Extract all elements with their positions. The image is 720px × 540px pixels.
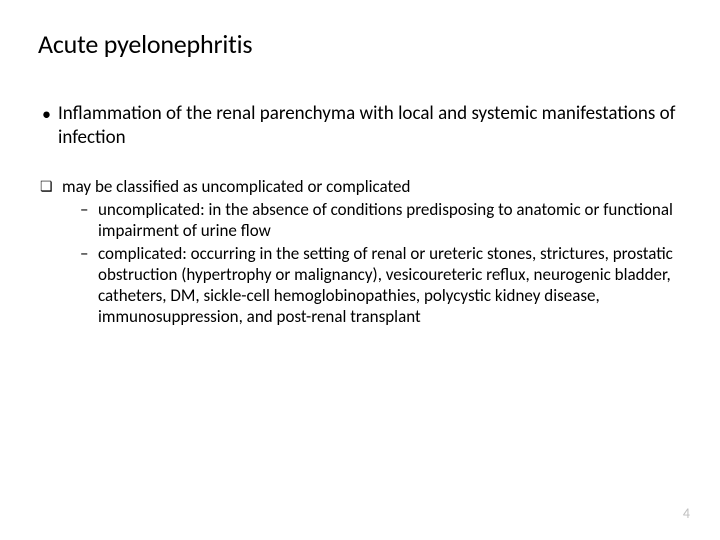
bullet-item: • Inflammation of the renal parenchyma w… (38, 102, 682, 150)
dash-item: – complicated: occurring in the setting … (38, 243, 682, 327)
bullet-icon: • (38, 102, 58, 126)
slide-title: Acute pyelonephritis (38, 28, 682, 60)
dash-text: complicated: occurring in the setting of… (98, 243, 682, 327)
square-bullet-icon: ❏ (40, 176, 62, 197)
bullet-text: Inflammation of the renal parenchyma wit… (58, 102, 682, 150)
dash-icon: – (80, 243, 98, 264)
page-number: 4 (683, 505, 690, 522)
sub-bullet-text: may be classified as uncomplicated or co… (62, 176, 410, 197)
sub-bullet-item: ❏ may be classified as uncomplicated or … (38, 176, 682, 197)
dash-icon: – (80, 199, 98, 220)
dash-item: – uncomplicated: in the absence of condi… (38, 199, 682, 241)
dash-text: uncomplicated: in the absence of conditi… (98, 199, 682, 241)
slide: Acute pyelonephritis • Inflammation of t… (0, 0, 720, 540)
